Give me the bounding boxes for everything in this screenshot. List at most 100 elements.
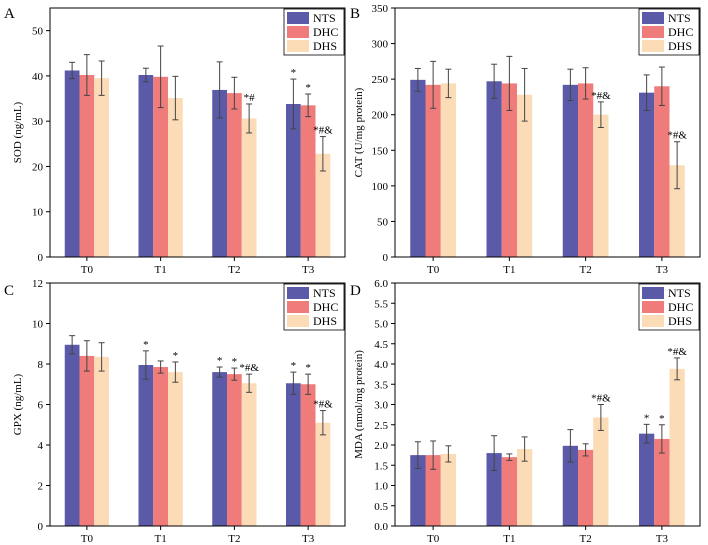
bar-dhs-t1	[517, 449, 533, 526]
bar-dhc-t0	[425, 84, 441, 257]
bar-dhs-t3	[669, 368, 685, 526]
legend-swatch-nts	[642, 12, 664, 24]
y-tick-label: 5.5	[374, 298, 388, 310]
y-tick-label: 5.0	[374, 319, 388, 331]
x-tick-label: T2	[228, 533, 240, 545]
bar-nts-t0	[410, 79, 426, 258]
y-tick-label: 150	[372, 145, 389, 157]
y-tick-label: 10	[32, 319, 44, 331]
chart-panel-a: A 0 10 20 30 40 50 SOD (ng/mL) T0 T1 T2 *# T3 * * *#& NT…	[4, 6, 346, 276]
x-tick-label: T1	[503, 264, 515, 276]
bar-dhc-t2	[578, 83, 594, 257]
y-axis-label: MDA (nmol/mg protein)	[353, 350, 365, 459]
bar-dhc-t2	[227, 374, 242, 526]
y-tick-label: 50	[32, 26, 44, 38]
bar-dhc-t3	[654, 438, 670, 526]
legend-label-dhc: DHC	[313, 25, 338, 39]
significance-label: *	[143, 339, 149, 351]
y-tick-label: 20	[32, 161, 44, 173]
bar-dhs-t1	[168, 98, 183, 257]
significance-label: *	[644, 412, 650, 424]
y-tick-label: 40	[32, 71, 44, 83]
legend-swatch-dhc	[642, 26, 664, 38]
bar-nts-t2	[212, 372, 227, 526]
bar-dhc-t2	[578, 449, 594, 526]
legend-swatch-nts	[287, 287, 309, 299]
bar-dhs-t2	[593, 417, 609, 526]
y-tick-label: 3.0	[374, 400, 388, 412]
legend-swatch-dhc	[642, 301, 664, 313]
bar-dhc-t1	[501, 457, 517, 526]
bar-nts-t2	[562, 84, 578, 257]
bar-dhc-t1	[153, 76, 168, 257]
y-tick-label: 4	[38, 440, 44, 452]
legend-label-nts: NTS	[313, 11, 336, 25]
x-tick-label: T2	[228, 264, 240, 276]
bar-nts-t1	[138, 75, 154, 258]
x-tick-label: T0	[427, 533, 440, 545]
bar-nts-t3	[639, 433, 655, 526]
legend-swatch-dhc	[287, 301, 309, 313]
y-tick-label: 0.5	[374, 501, 388, 513]
bar-dhs-t2	[593, 114, 609, 257]
y-tick-label: 250	[372, 74, 389, 86]
bar-dhc-t3	[654, 86, 670, 257]
x-tick-label: T3	[302, 533, 315, 545]
bar-dhs-t0	[440, 453, 456, 526]
bar-nts-t0	[410, 455, 426, 526]
y-tick-label: 8	[38, 359, 44, 371]
legend-label-dhc: DHC	[668, 300, 693, 314]
significance-label: *#&	[239, 362, 259, 374]
bar-dhs-t0	[94, 356, 109, 526]
plot-frame	[394, 7, 701, 258]
bar-dhs-t3	[315, 422, 331, 526]
y-tick-label: 0.0	[374, 521, 388, 533]
significance-label: *	[659, 413, 665, 425]
legend-label-dhc: DHC	[313, 300, 338, 314]
bar-dhs-t2	[241, 118, 257, 257]
y-axis-label: CAT (U/mg protein)	[353, 87, 365, 177]
bar-dhs-t1	[517, 94, 533, 258]
bar-nts-t0	[64, 344, 80, 526]
significance-label: *	[291, 360, 297, 372]
bar-dhc-t2	[227, 93, 242, 257]
bar-nts-t2	[212, 89, 227, 257]
legend-swatch-nts	[287, 12, 309, 24]
legend-label-nts: NTS	[313, 286, 336, 300]
significance-label: *	[305, 82, 311, 94]
bar-dhs-t3	[669, 165, 685, 257]
legend-swatch-dhs	[287, 315, 309, 327]
bar-nts-t3	[639, 92, 655, 257]
x-tick-label: T2	[580, 264, 592, 276]
bar-nts-t1	[138, 365, 154, 526]
y-tick-label: 2.0	[374, 440, 388, 452]
bar-dhc-t1	[501, 83, 517, 257]
y-tick-label: 30	[32, 116, 44, 128]
significance-label: *	[291, 67, 297, 79]
legend-swatch-dhs	[287, 40, 309, 52]
x-tick-label: T0	[427, 264, 440, 276]
bar-dhc-t3	[300, 105, 316, 257]
panel-letter: A	[4, 6, 15, 22]
significance-label: *#&	[591, 90, 611, 102]
bar-dhc-t0	[79, 355, 95, 526]
y-tick-label: 200	[372, 110, 389, 122]
significance-label: *#&	[591, 393, 611, 405]
significance-label: *#&	[667, 346, 687, 358]
y-tick-label: 350	[372, 3, 389, 15]
bar-nts-t2	[562, 445, 578, 526]
y-tick-label: 2.5	[374, 420, 388, 432]
x-tick-label: T3	[656, 264, 669, 276]
y-tick-label: 300	[372, 39, 389, 51]
bar-nts-t1	[486, 81, 502, 257]
y-tick-label: 10	[32, 207, 44, 219]
x-tick-label: T1	[155, 533, 167, 545]
y-axis-label: SOD (ng/mL)	[12, 101, 24, 163]
y-tick-label: 0	[38, 252, 44, 264]
legend-swatch-nts	[642, 287, 664, 299]
significance-label: *	[173, 350, 179, 362]
